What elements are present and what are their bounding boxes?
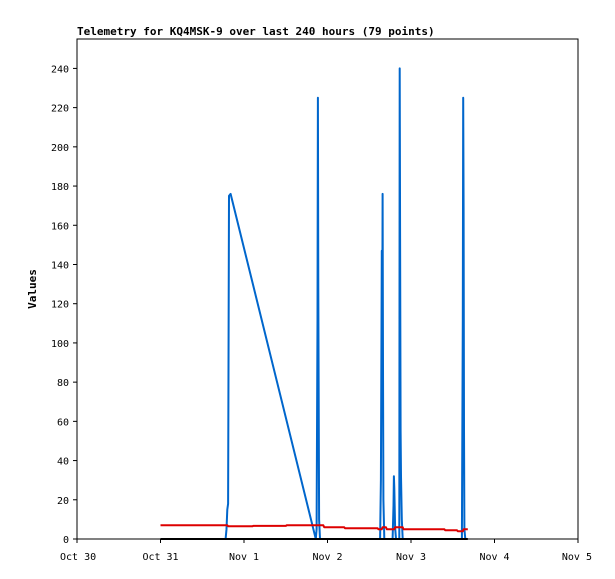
y-tick-label: 100: [51, 339, 69, 350]
plot-frame: [76, 38, 579, 540]
y-tick-label: 200: [51, 143, 69, 154]
series-layer: [160, 67, 468, 540]
y-tick-label: 80: [57, 378, 69, 389]
y-axis: 0 20 40 60 80 100 120 140 160 180 200 220 240: [51, 64, 77, 546]
x-axis: Oct 30 Oct 31 Nov 1 Nov 2 Nov 3 Nov 4 Nov 5: [60, 539, 592, 563]
y-tick-label: 120: [51, 300, 69, 311]
x-tick-label: Oct 30: [60, 552, 96, 563]
x-tick-label: Oct 31: [142, 552, 178, 563]
y-tick-label: 20: [57, 496, 69, 507]
y-tick-label: 60: [57, 417, 69, 428]
x-tick-label: Nov 5: [562, 552, 592, 563]
chart-title: Telemetry for KQ4MSK-9 over last 240 hou…: [77, 25, 435, 38]
y-tick-label: 180: [51, 182, 69, 193]
y-tick-label: 160: [51, 221, 69, 232]
x-tick-label: Nov 3: [396, 552, 426, 563]
y-tick-label: 240: [51, 64, 69, 75]
x-tick-label: Nov 1: [229, 552, 259, 563]
x-tick-label: Nov 2: [312, 552, 342, 563]
series-line-0: [160, 67, 467, 540]
y-tick-label: 0: [63, 535, 69, 546]
y-tick-label: 220: [51, 104, 69, 115]
series-line-1: [160, 524, 468, 533]
y-tick-label: 140: [51, 260, 69, 271]
y-axis-label: Values: [26, 269, 39, 309]
y-tick-label: 40: [57, 457, 69, 468]
x-tick-label: Nov 4: [479, 552, 509, 563]
